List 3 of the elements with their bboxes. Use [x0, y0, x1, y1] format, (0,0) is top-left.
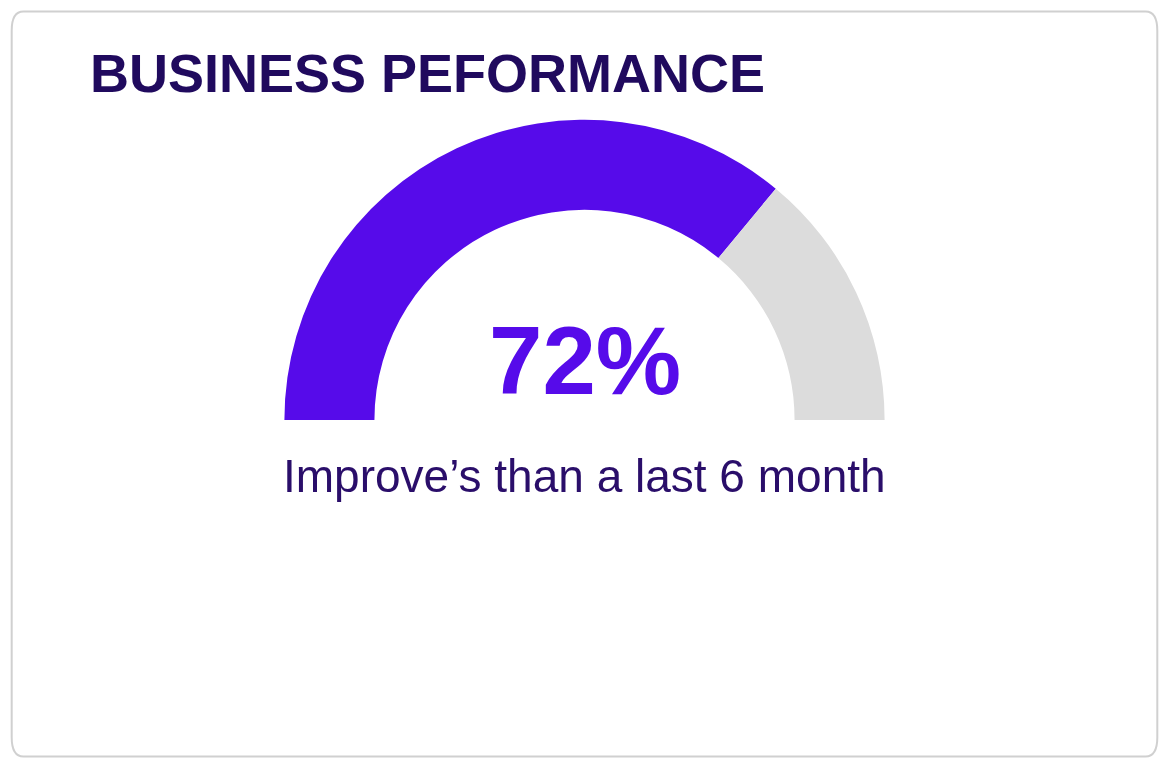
text: 72%	[489, 307, 682, 414]
text: Improve’s than a last 6 month	[283, 450, 886, 502]
chart-title: BUSINESS PEFORMANCE	[90, 43, 766, 103]
